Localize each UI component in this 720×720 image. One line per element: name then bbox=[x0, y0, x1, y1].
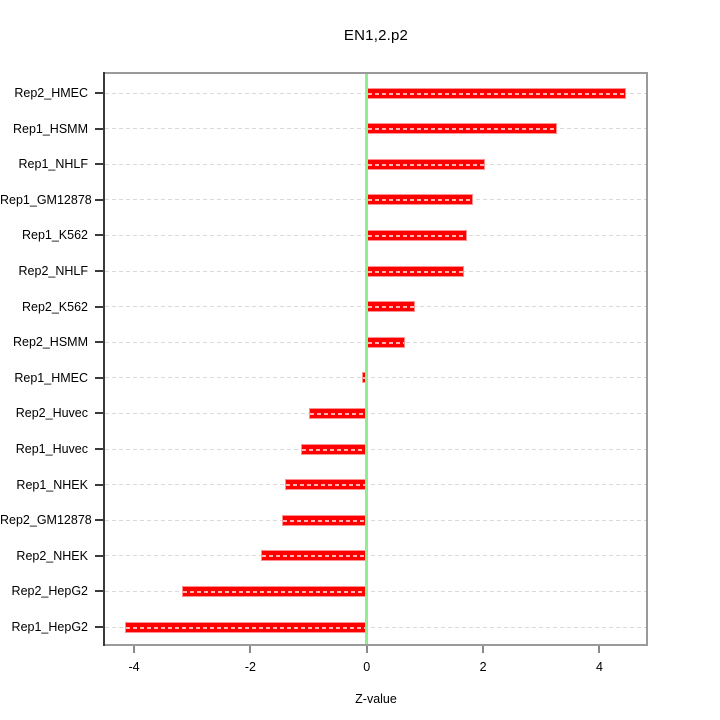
y-tick bbox=[95, 483, 103, 486]
bar-dash-pattern bbox=[367, 128, 556, 131]
y-tick bbox=[95, 92, 103, 94]
y-tick bbox=[95, 198, 103, 201]
category-label: Rep1_GM12878 bbox=[0, 192, 92, 207]
x-tick-label: 2 bbox=[479, 660, 487, 674]
y-tick bbox=[95, 626, 103, 628]
x-tick-label: -2 bbox=[244, 660, 256, 674]
bar bbox=[366, 194, 473, 206]
y-tick bbox=[95, 234, 103, 237]
chart-title: EN1,2.p2 bbox=[343, 27, 409, 44]
category-label: Rep2_NHEK bbox=[16, 548, 88, 563]
bar-dash-pattern bbox=[367, 234, 466, 237]
bar-dash-pattern bbox=[126, 626, 366, 629]
y-tick bbox=[95, 376, 103, 379]
bar bbox=[366, 87, 627, 99]
bar bbox=[309, 407, 367, 419]
bar bbox=[366, 229, 467, 241]
category-label: Rep1_Huvec bbox=[15, 442, 88, 456]
bar bbox=[301, 443, 367, 455]
gridline bbox=[105, 377, 646, 379]
category-label: Rep1_K562 bbox=[21, 228, 88, 243]
y-tick bbox=[95, 127, 103, 130]
bar-dash-pattern bbox=[183, 590, 366, 593]
x-tick bbox=[249, 646, 252, 653]
bar-dash-pattern bbox=[302, 448, 366, 451]
bar bbox=[366, 123, 557, 135]
category-label: Rep1_NHEK bbox=[16, 477, 88, 492]
bar bbox=[182, 585, 367, 597]
bar-dash-pattern bbox=[367, 199, 472, 202]
gridline bbox=[105, 590, 646, 592]
gridline bbox=[105, 555, 646, 557]
x-tick-label: 4 bbox=[595, 660, 603, 674]
x-tick-label: 0 bbox=[363, 660, 371, 674]
bar-dash-pattern bbox=[367, 270, 464, 273]
category-label: Rep2_HSMM bbox=[12, 335, 88, 350]
bar-dash-pattern bbox=[262, 555, 366, 558]
y-tick bbox=[95, 270, 103, 272]
bar-dash-pattern bbox=[367, 92, 626, 95]
gridline bbox=[105, 412, 646, 414]
category-label: Rep2_Huvec bbox=[15, 406, 88, 421]
bar-dash-pattern bbox=[285, 484, 366, 487]
x-tick bbox=[365, 646, 368, 653]
bar-dash-pattern bbox=[362, 377, 366, 380]
y-tick bbox=[95, 448, 103, 450]
bar-dash-pattern bbox=[310, 412, 366, 415]
category-label: Rep2_NHLF bbox=[18, 264, 88, 278]
gridline bbox=[105, 448, 646, 450]
bar-dash-pattern bbox=[367, 163, 485, 166]
y-tick bbox=[95, 412, 103, 415]
y-tick bbox=[95, 305, 103, 308]
category-label: Rep1_HSMM bbox=[12, 121, 88, 136]
gridline bbox=[105, 519, 646, 521]
y-tick bbox=[95, 519, 103, 522]
category-label: Rep2_GM12878 bbox=[0, 513, 92, 528]
zero-line bbox=[365, 74, 369, 644]
bar bbox=[366, 301, 416, 313]
bar bbox=[282, 514, 367, 526]
y-tick bbox=[95, 163, 103, 166]
bar bbox=[366, 265, 465, 277]
x-tick bbox=[133, 646, 136, 653]
bar bbox=[366, 336, 406, 348]
y-tick bbox=[95, 590, 103, 593]
bar-dash-pattern bbox=[367, 341, 405, 344]
y-tick bbox=[95, 554, 103, 557]
category-label: Rep1_NHLF bbox=[18, 157, 88, 172]
gridline bbox=[105, 626, 646, 628]
x-tick-label: -4 bbox=[128, 660, 140, 674]
category-label: Rep2_HMEC bbox=[14, 86, 88, 100]
x-tick bbox=[482, 646, 485, 653]
y-tick bbox=[95, 341, 103, 344]
category-label: Rep2_K562 bbox=[21, 299, 88, 314]
bar bbox=[366, 158, 486, 170]
bar bbox=[261, 550, 367, 562]
bar-dash-pattern bbox=[367, 306, 415, 309]
category-label: Rep1_HMEC bbox=[14, 370, 88, 385]
category-label: Rep1_HepG2 bbox=[11, 620, 88, 634]
x-tick bbox=[598, 646, 601, 653]
bar bbox=[284, 479, 367, 491]
bar-dash-pattern bbox=[283, 519, 366, 522]
bar bbox=[125, 621, 367, 633]
y-axis-spine bbox=[103, 72, 105, 646]
x-axis-label: Z-value bbox=[355, 692, 397, 706]
gridline bbox=[105, 484, 646, 486]
category-label: Rep2_HepG2 bbox=[11, 584, 88, 599]
